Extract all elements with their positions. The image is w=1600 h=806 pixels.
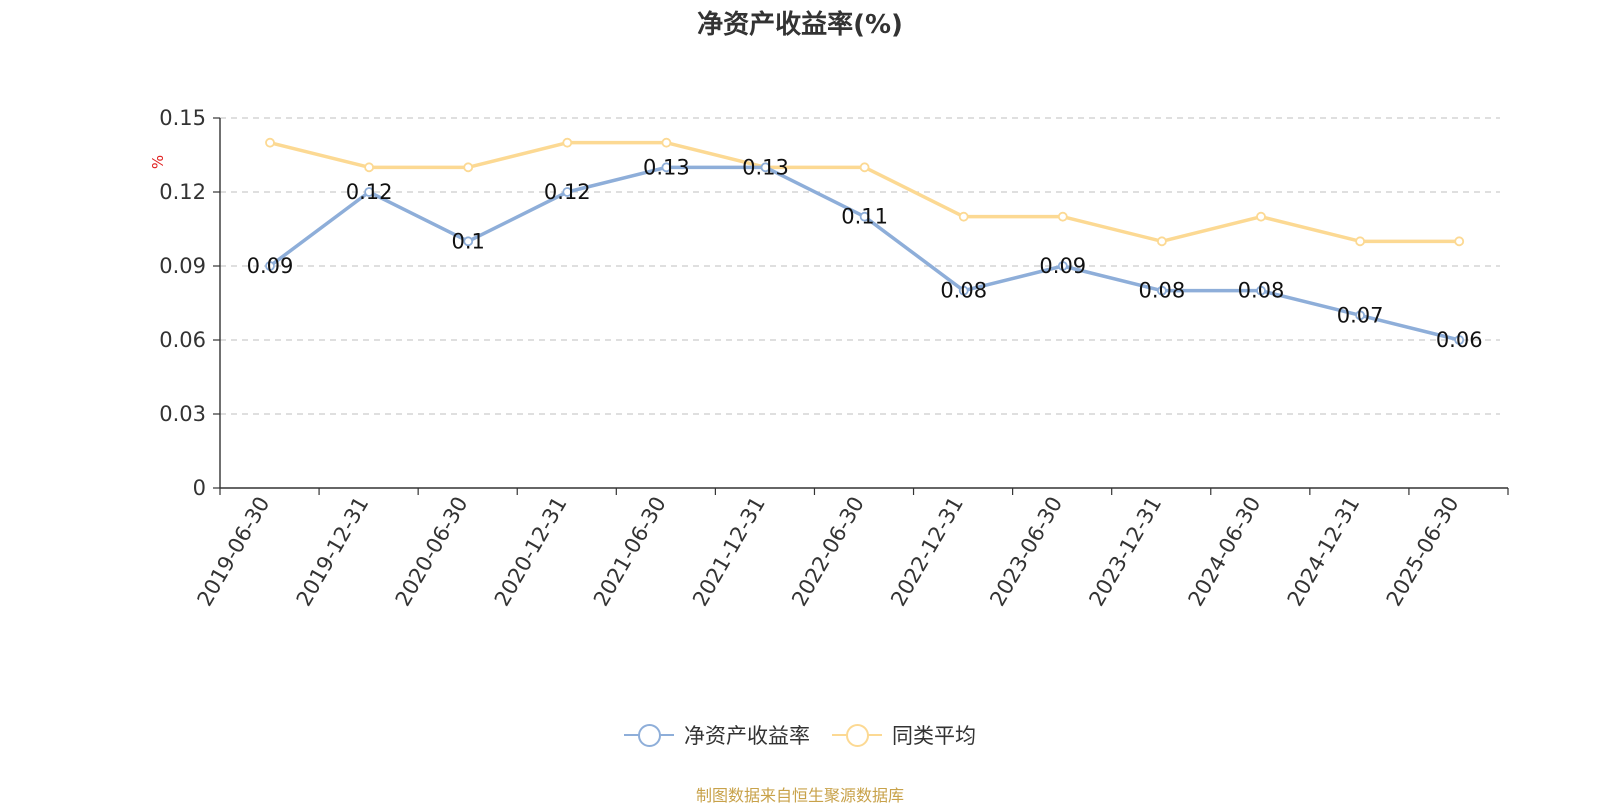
legend: 净资产收益率 同类平均 [0,720,1600,750]
series-1-marker [661,137,672,148]
series-1-marker [463,162,474,173]
series-1-marker [958,211,969,222]
series-0-marker [958,285,969,296]
x-tick-label: 2024-06-30 [1184,493,1266,611]
legend-label-peer-average: 同类平均 [892,724,976,748]
series-0-marker [760,162,771,173]
x-tick-label: 2020-06-30 [391,493,473,611]
data-label: 0.1 [451,229,484,253]
grid-lines [220,117,1500,415]
series-group: 0.09 0.12 0.1 0.12 0.13 0.13 0.11 0.08 0.09 0.08 0… [247,137,1483,352]
x-tick-label: 2024-12-31 [1283,493,1365,611]
y-axis-unit-label: % [149,155,167,169]
source-note: 制图数据来自恒生聚源数据库 [695,786,904,805]
series-0-marker [265,261,275,271]
series-1-marker [1057,211,1068,222]
series-0-marker [1454,335,1465,345]
legend-symbol-roe [624,723,674,747]
x-tick-label: 2020-12-31 [490,493,572,611]
legend-item-roe[interactable]: 净资产收益率 [624,720,810,750]
legend-label-roe: 净资产收益率 [684,724,810,748]
chart-title: 净资产收益率(%) [697,10,903,40]
x-tick-label: 2019-12-31 [292,493,374,611]
data-label: 0.08 [1238,279,1285,303]
y-tick-label: 0.12 [159,180,206,204]
data-label: 0.09 [1039,254,1086,278]
data-label: 0.08 [1139,279,1186,303]
series-0-marker [1157,285,1167,296]
series-0-marker [859,211,870,222]
x-tick-label: 2025-06-30 [1382,493,1464,611]
x-tick-label: 2021-06-30 [589,493,671,611]
x-tick-label: 2022-12-31 [886,492,968,610]
y-axis: 0 0.03 0.06 0.09 0.12 0.15 [159,106,221,500]
y-tick-label: 0.06 [159,328,206,352]
y-tick-label: 0 [193,476,206,500]
x-tick-label: 2019-06-30 [193,493,275,611]
line-chart: 0 0.03 0.06 0.09 0.12 0.15 2019-06-30 2019-12-… [149,106,1509,611]
x-axis: 2019-06-30 2019-12-31 2020-06-30 2020-12-31… [193,487,1509,611]
x-tick-label: 2021-12-31 [688,493,770,611]
series-0-marker [1355,310,1365,321]
data-label: 0.11 [841,205,888,229]
y-tick-label: 0.09 [159,254,206,278]
legend-symbol-peer-average [832,723,882,747]
series-0-marker [1057,261,1068,271]
data-label: 0.06 [1436,328,1483,352]
series-1-marker [265,137,275,148]
series-1-marker [1355,236,1365,247]
data-label: 0.13 [742,155,789,179]
data-label: 0.07 [1337,303,1384,327]
series-0-marker [1256,285,1266,296]
x-tick-label: 2023-06-30 [985,493,1067,611]
series-0-marker [562,187,573,197]
legend-item-peer-average[interactable]: 同类平均 [832,720,976,750]
series-1-marker [1157,236,1167,247]
series-0-marker [463,236,474,247]
series-1-marker [1256,211,1266,222]
series-line-0 [268,165,1460,342]
series-1-marker [562,137,573,148]
series-0-marker [661,162,672,173]
data-label: 0.12 [346,180,393,204]
y-tick-label: 0.03 [159,402,206,426]
x-tick-label: 2023-12-31 [1084,493,1166,611]
series-1-marker [1454,236,1465,247]
series-0-marker [364,187,375,197]
series-1-marker [859,162,870,173]
data-label: 0.13 [643,155,690,179]
y-tick-label: 0.15 [159,106,206,130]
data-label: 0.08 [940,279,987,303]
series-1-marker [364,162,375,173]
data-label: 0.09 [247,254,294,278]
x-tick-label: 2022-06-30 [787,493,869,611]
data-label: 0.12 [544,180,591,204]
